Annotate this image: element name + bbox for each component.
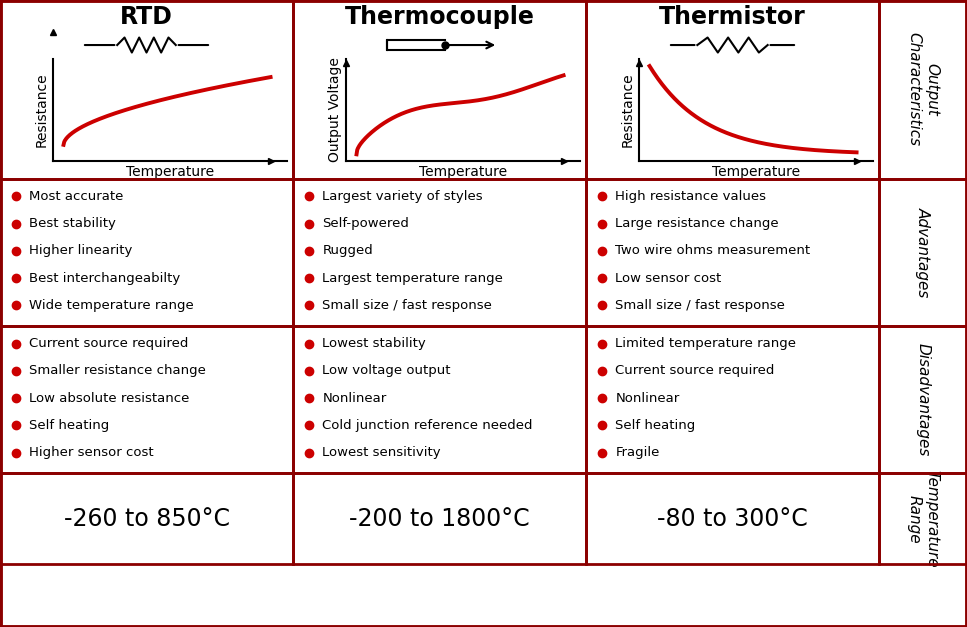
Y-axis label: Resistance: Resistance — [621, 72, 635, 147]
Text: Best interchangeabilty: Best interchangeabilty — [29, 271, 181, 285]
Text: Limited temperature range: Limited temperature range — [615, 337, 796, 350]
Text: Self heating: Self heating — [29, 419, 109, 432]
Text: -200 to 1800°C: -200 to 1800°C — [349, 507, 530, 531]
Text: Smaller resistance change: Smaller resistance change — [29, 364, 206, 377]
Text: Higher sensor cost: Higher sensor cost — [29, 446, 154, 459]
Text: High resistance values: High resistance values — [615, 190, 766, 203]
Text: Large resistance change: Large resistance change — [615, 217, 779, 230]
Text: RTD: RTD — [120, 5, 173, 29]
Text: Fragile: Fragile — [615, 446, 659, 459]
Text: Cold junction reference needed: Cold junction reference needed — [322, 419, 533, 432]
Text: Temperature
Range: Temperature Range — [907, 470, 939, 567]
Text: Thermocouple: Thermocouple — [344, 5, 535, 29]
Text: -80 to 300°C: -80 to 300°C — [658, 507, 807, 531]
Text: Small size / fast response: Small size / fast response — [615, 299, 785, 312]
Y-axis label: Output Voltage: Output Voltage — [328, 57, 342, 162]
Text: Two wire ohms measurement: Two wire ohms measurement — [615, 245, 810, 258]
Text: Largest variety of styles: Largest variety of styles — [322, 190, 483, 203]
Y-axis label: Resistance: Resistance — [35, 72, 49, 147]
Text: -260 to 850°C: -260 to 850°C — [64, 507, 229, 531]
Text: Self heating: Self heating — [615, 419, 695, 432]
Text: Low voltage output: Low voltage output — [322, 364, 451, 377]
Text: Self-powered: Self-powered — [322, 217, 409, 230]
X-axis label: Temperature: Temperature — [126, 165, 215, 179]
X-axis label: Temperature: Temperature — [712, 165, 801, 179]
Text: Output
Characteristics: Output Characteristics — [907, 32, 939, 147]
Text: Current source required: Current source required — [29, 337, 189, 350]
Text: Small size / fast response: Small size / fast response — [322, 299, 492, 312]
Text: Lowest sensitivity: Lowest sensitivity — [322, 446, 441, 459]
Text: Low sensor cost: Low sensor cost — [615, 271, 721, 285]
Text: Nonlinear: Nonlinear — [615, 392, 680, 405]
Text: Nonlinear: Nonlinear — [322, 392, 387, 405]
Text: Higher linearity: Higher linearity — [29, 245, 132, 258]
Text: Most accurate: Most accurate — [29, 190, 124, 203]
X-axis label: Temperature: Temperature — [419, 165, 508, 179]
Text: Current source required: Current source required — [615, 364, 775, 377]
Text: Best stability: Best stability — [29, 217, 116, 230]
Text: Lowest stability: Lowest stability — [322, 337, 426, 350]
Text: Rugged: Rugged — [322, 245, 373, 258]
Text: Disadvantages: Disadvantages — [916, 343, 930, 456]
Text: Low absolute resistance: Low absolute resistance — [29, 392, 190, 405]
Text: Wide temperature range: Wide temperature range — [29, 299, 194, 312]
Text: Thermistor: Thermistor — [659, 5, 806, 29]
Text: Advantages: Advantages — [916, 207, 930, 298]
Text: Largest temperature range: Largest temperature range — [322, 271, 503, 285]
